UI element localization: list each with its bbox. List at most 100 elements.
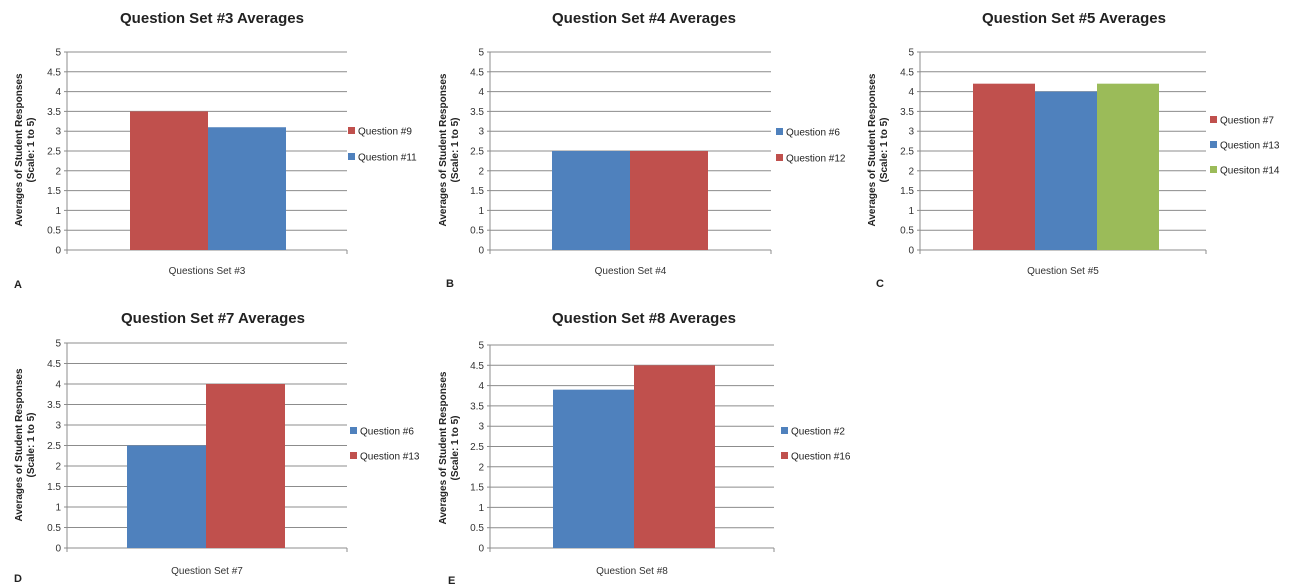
y-tick-label: 2 [55,166,61,177]
panel-letter: B [446,278,454,290]
y-tick-label: 1 [55,206,61,217]
bar-question-7 [973,83,1035,251]
x-category-label: Question Set #7 [171,566,243,577]
y-tick-label: 1.5 [470,186,484,197]
y-tick-label: 0 [478,544,484,555]
chart-title: Question Set #8 Averages [552,310,736,327]
legend-swatch [350,452,357,459]
y-tick-label: 1 [908,206,914,217]
y-tick-label: 0.5 [470,226,484,237]
y-tick-label: 2.5 [470,147,484,158]
legend-swatch [1210,116,1217,123]
chart-title: Question Set #5 Averages [982,10,1166,27]
chart-title: Question Set #4 Averages [552,10,736,27]
chart-panel-b: Question Set #4 Averages 0 0.5 1 1.5 2 2.5 3 3.5… [438,10,846,290]
y-tick-label: 3 [55,127,61,138]
y-tick-label: 3 [478,422,484,433]
y-tick-label: 4.5 [470,67,484,78]
y-tick-label: 1 [55,503,61,514]
y-tick-label: 0.5 [900,226,914,237]
x-category-label: Question Set #8 [596,566,668,577]
legend-label: Question #13 [360,452,420,463]
y-tick-label: 3 [908,127,914,138]
legend-label: Question #6 [786,128,840,139]
bar-question-11 [208,127,286,250]
legend-swatch [348,153,355,160]
x-category-label: Questions Set #3 [169,266,246,277]
chart-panel-d: Question Set #7 Averages 0 0.5 1 1.5 2 2.5 3 3.5… [14,310,420,585]
legend-label: Question #9 [358,127,412,138]
y-tick-label: 1.5 [47,186,61,197]
y-tick-label: 3.5 [47,107,61,118]
chart-panel-a: Question Set #3 Averages 0 0.5 1 1.5 2 2.5 3 3.5… [14,10,417,291]
y-tick-label: 3.5 [470,107,484,118]
y-tick-label: 3 [55,421,61,432]
y-tick-label: 4 [478,381,484,392]
y-tick-label: 0.5 [47,226,61,237]
y-tick-label: 0 [908,246,914,257]
y-tick-label: 5 [55,339,61,350]
y-axis-label: Averages of Student Responses(Scale: 1 t… [867,73,890,226]
legend-swatch [350,427,357,434]
y-tick-label: 4.5 [47,359,61,370]
y-tick-label: 2 [55,462,61,473]
y-tick-label: 2.5 [470,442,484,453]
legend-swatch [781,452,788,459]
x-category-label: Question Set #5 [1027,266,1099,277]
y-tick-label: 5 [478,341,484,352]
y-tick-label: 0.5 [47,523,61,534]
legend-label: Question #2 [791,427,845,438]
bar-question-16 [634,365,715,548]
bar-question-6 [127,445,206,548]
legend-swatch [1210,166,1217,173]
y-axis-label: Averages of Student Responses(Scale: 1 t… [14,368,37,521]
y-axis-label: Averages of Student Responses(Scale: 1 t… [438,371,461,524]
legend-label: Question #16 [791,452,851,463]
legend-label: Quesiton #14 [1220,166,1280,177]
y-tick-label: 0 [478,246,484,257]
y-tick-label: 0 [55,544,61,555]
y-axis-label: Averages of Student Responses(Scale: 1 t… [438,73,461,226]
panel-letter: C [876,278,884,290]
y-tick-label: 4.5 [47,67,61,78]
legend-swatch [776,154,783,161]
bar-question-9 [130,111,208,251]
y-tick-label: 4 [55,87,61,98]
legend-swatch [1210,141,1217,148]
legend-swatch [776,128,783,135]
legend-label: Question #7 [1220,116,1274,127]
y-tick-label: 2.5 [47,147,61,158]
y-tick-label: 3 [478,127,484,138]
y-tick-label: 4 [55,380,61,391]
legend-label: Question #6 [360,427,414,438]
bar-question-12 [630,151,708,250]
y-tick-label: 5 [478,48,484,59]
y-tick-label: 1.5 [900,186,914,197]
y-tick-label: 4.5 [470,361,484,372]
y-tick-label: 5 [55,48,61,59]
panel-letter: D [14,573,22,585]
y-tick-label: 0 [55,246,61,257]
panel-letter: E [448,575,455,587]
y-tick-label: 2.5 [47,441,61,452]
chart-title: Question Set #7 Averages [121,310,305,327]
y-tick-label: 4.5 [900,67,914,78]
bar-question-13 [1035,91,1097,250]
bar-question-6 [552,151,630,250]
y-tick-label: 3.5 [470,401,484,412]
chart-panel-c: Question Set #5 Averages 0 0.5 1 1.5 2 2.5 3 3.5… [867,10,1280,290]
y-tick-label: 2 [908,166,914,177]
y-tick-label: 2 [478,462,484,473]
legend-label: Question #12 [786,154,846,165]
legend-label: Question #13 [1220,141,1280,152]
y-tick-label: 3.5 [900,107,914,118]
x-category-label: Question Set #4 [595,266,667,277]
chart-title: Question Set #3 Averages [120,10,304,27]
y-tick-label: 5 [908,48,914,59]
y-tick-label: 1 [478,503,484,514]
legend-swatch [781,427,788,434]
y-tick-label: 3.5 [47,400,61,411]
bar-question-2 [553,389,634,548]
y-tick-label: 4 [908,87,914,98]
